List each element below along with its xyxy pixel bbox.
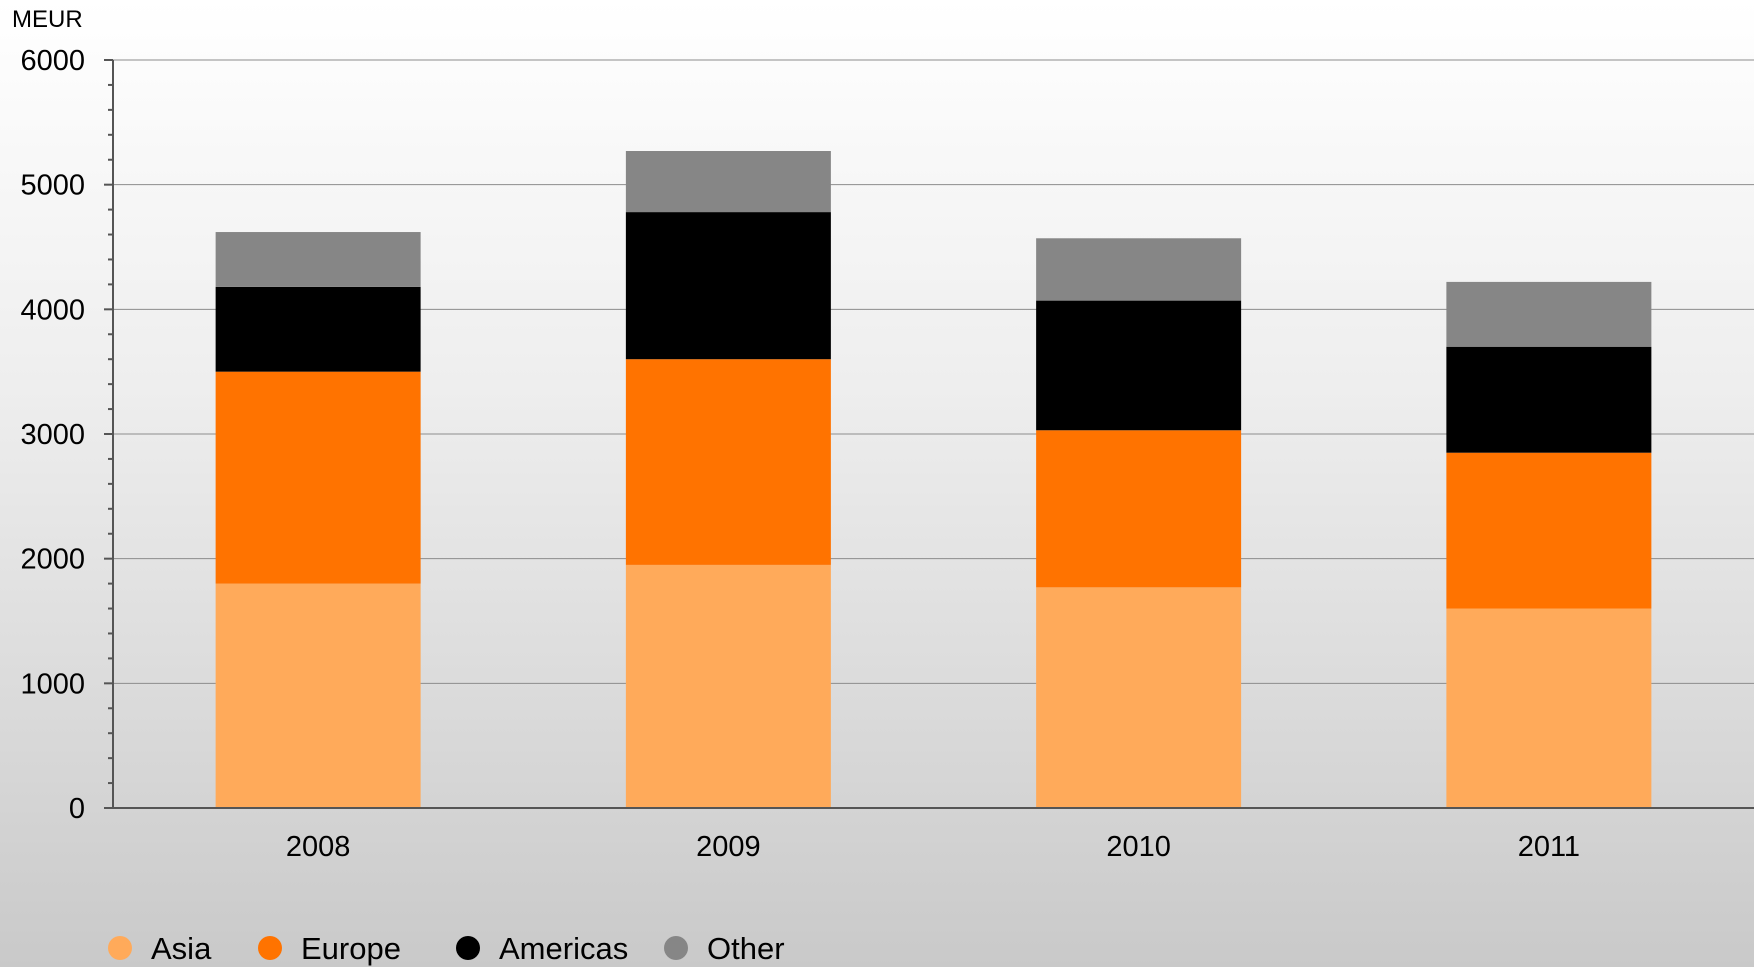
axes [104,59,1754,809]
tick-labels: 0 1000 2000 3000 4000 5000 6000 2008 2009 2010 201… [20,45,1580,863]
y-tick-label: 0 [69,793,85,825]
x-tick-label: 2009 [696,831,761,863]
bar-segment-other-2008 [215,232,421,287]
bar-segment-americas-2010 [1036,300,1242,431]
y-tick-label: 6000 [20,45,85,77]
legend-label: Other [707,931,785,966]
legend-label: Americas [499,931,628,966]
bar-segment-europe-2008 [215,371,421,584]
bar-segment-other-2009 [625,151,831,213]
legend-item-other: Other [664,931,785,966]
bar-segment-europe-2010 [1036,430,1242,588]
bar-segment-asia-2011 [1446,608,1652,808]
bar-segment-asia-2008 [215,583,421,808]
legend-swatch [456,936,480,960]
y-tick-label: 3000 [20,419,85,451]
bars [215,151,1652,808]
legend-swatch [108,936,132,960]
x-tick-label: 2011 [1518,831,1580,863]
legend-swatch [258,936,282,960]
legend-item-americas: Americas [456,931,628,966]
y-tick-label: 1000 [20,668,85,700]
y-tick-label: 4000 [20,294,85,326]
y-axis-label: MEUR [12,6,83,33]
legend-swatch [664,936,688,960]
legend-item-asia: Asia [108,931,212,966]
bar-segment-other-2011 [1446,281,1652,347]
bar-segment-americas-2011 [1446,346,1652,453]
legend: Asia Europe Americas Other [108,931,785,966]
bar-segment-americas-2009 [625,212,831,360]
legend-label: Europe [301,931,401,966]
bar-segment-europe-2011 [1446,452,1652,609]
bar-segment-other-2010 [1036,238,1242,301]
legend-item-europe: Europe [258,931,401,966]
x-tick-label: 2008 [286,831,351,863]
legend-label: Asia [151,931,212,966]
bar-segment-asia-2009 [625,564,831,808]
y-tick-label: 2000 [20,544,85,576]
bar-segment-americas-2008 [215,286,421,372]
bar-segment-asia-2010 [1036,587,1242,808]
y-tick-label: 5000 [20,170,85,202]
bar-segment-europe-2009 [625,359,831,565]
x-tick-label: 2010 [1106,831,1171,863]
